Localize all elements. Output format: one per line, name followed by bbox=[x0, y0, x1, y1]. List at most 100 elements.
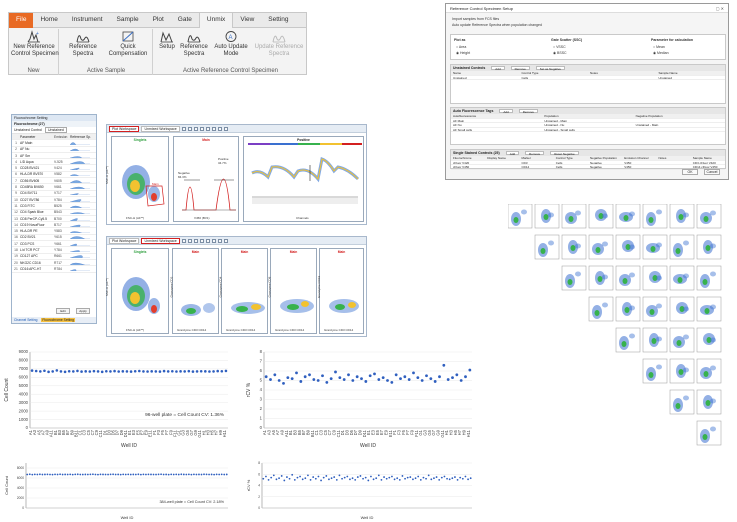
auto-update-mode-button[interactable]: A Auto Update Mode bbox=[211, 30, 251, 57]
table-row[interactable]: cFluor V420 CD3 Cells Negative V450 CD3 … bbox=[451, 161, 725, 165]
matrix-density-plot[interactable] bbox=[696, 420, 722, 446]
toolbar-icon[interactable] bbox=[181, 238, 186, 243]
matrix-density-plot[interactable] bbox=[696, 358, 722, 384]
tab-file[interactable]: File bbox=[9, 13, 34, 28]
unmixed-plot-4[interactable]: Main Granzyme CD3 CD14 Granzyme CD19 bbox=[317, 248, 364, 334]
matrix-density-plot[interactable] bbox=[669, 296, 695, 322]
matrix-density-plot[interactable] bbox=[615, 204, 641, 229]
matrix-density-plot[interactable] bbox=[588, 265, 614, 291]
table-row[interactable]: Unstained Cells Unstained bbox=[451, 76, 725, 80]
autofluor-remove-button[interactable]: Remove bbox=[518, 109, 538, 114]
param-row[interactable]: 4 L/D Aqua V-525 bbox=[12, 159, 96, 166]
matrix-density-plot[interactable] bbox=[588, 204, 614, 229]
matrix-density-plot[interactable] bbox=[669, 204, 695, 229]
matrix-density-plot[interactable] bbox=[561, 265, 587, 291]
matrix-density-plot[interactable] bbox=[534, 234, 560, 260]
param-row[interactable]: 16 CD2 BV21 Y615 bbox=[12, 235, 96, 242]
ok-button[interactable]: OK bbox=[682, 169, 698, 175]
single-add-button[interactable]: Add bbox=[505, 151, 520, 156]
param-row[interactable]: 20 NKG2C CD16 R717 bbox=[12, 260, 96, 267]
unstained-remove-button[interactable]: Remove bbox=[510, 66, 530, 71]
param-row[interactable]: 3 AF Sm bbox=[12, 153, 96, 160]
bssc-radio[interactable]: ◉ BSSC bbox=[553, 51, 567, 55]
median-radio[interactable]: ◉ Median bbox=[653, 51, 669, 55]
param-row[interactable]: 9 CD4 BV711 V717 bbox=[12, 191, 96, 197]
matrix-density-plot[interactable] bbox=[588, 296, 614, 322]
matrix-density-plot[interactable] bbox=[615, 234, 641, 260]
unstained-control-select[interactable]: Unstained bbox=[45, 127, 67, 133]
active-reference-spectra-button[interactable]: Reference Spectra bbox=[179, 30, 209, 57]
autofluor-add-button[interactable]: Add bbox=[499, 109, 513, 114]
matrix-density-plot[interactable] bbox=[696, 296, 722, 322]
reference-spectra-button[interactable]: Reference Spectra bbox=[64, 30, 102, 57]
param-row[interactable]: 11 CD3 FITC B525 bbox=[12, 203, 96, 210]
vssc-radio[interactable]: ○ VSSC bbox=[553, 45, 566, 49]
single-remove-button[interactable]: Remove bbox=[525, 151, 545, 156]
param-row[interactable]: 7 CD56 BV605 V605 bbox=[12, 178, 96, 185]
toolbar-icon[interactable] bbox=[199, 126, 204, 131]
table-row[interactable]: AF Main Unstained - Main bbox=[451, 119, 725, 123]
param-row[interactable]: 1 AF Main bbox=[12, 140, 96, 147]
unmixed-plot-3[interactable]: Main Granzyme CD3 CD14 Granzyme CD8 bbox=[267, 248, 317, 334]
tab-fluorochrome-setting[interactable]: Fluorochrome Setting bbox=[41, 318, 75, 322]
matrix-density-plot[interactable] bbox=[696, 204, 722, 229]
param-row[interactable]: 2 AF Nu bbox=[12, 147, 96, 153]
matrix-density-plot[interactable] bbox=[642, 265, 668, 291]
update-reference-spectra-button[interactable]: Update Reference Spectra bbox=[253, 30, 305, 57]
param-row[interactable]: 12 CD4 Spark Blue B543 bbox=[12, 210, 96, 216]
tab-unmix[interactable]: Unmix bbox=[198, 13, 234, 28]
matrix-density-plot[interactable] bbox=[642, 358, 668, 384]
matrix-density-plot[interactable] bbox=[642, 327, 668, 353]
toolbar-icon[interactable] bbox=[193, 238, 198, 243]
matrix-density-plot[interactable] bbox=[696, 234, 722, 260]
matrix-density-plot[interactable] bbox=[615, 327, 641, 353]
mean-radio[interactable]: ○ Mean bbox=[653, 45, 665, 49]
unmixed-plot-2[interactable]: Main Granzyme CD3 CD14 Granzyme CD4 bbox=[218, 248, 268, 334]
matrix-density-plot[interactable] bbox=[669, 234, 695, 260]
new-reference-button[interactable]: + New Reference Control Specimen bbox=[11, 30, 59, 57]
set-negative-button[interactable]: Set as Negative bbox=[535, 66, 565, 71]
matrix-density-plot[interactable] bbox=[561, 234, 587, 260]
param-row[interactable]: 5 CD28 BV421 V424 bbox=[12, 165, 96, 172]
matrix-density-plot[interactable] bbox=[696, 327, 722, 353]
toolbar-icon[interactable] bbox=[187, 238, 192, 243]
histogram-plot[interactable]: Main Negative 84.3% Positive 34.7% V450 … bbox=[173, 136, 239, 222]
table-row[interactable]: AF Small cells Unstained - Small cells bbox=[451, 128, 725, 132]
tab-plot[interactable]: Plot bbox=[152, 16, 164, 23]
setup-button[interactable]: Setup bbox=[156, 30, 178, 51]
matrix-density-plot[interactable] bbox=[642, 296, 668, 322]
param-row[interactable]: 14 CD19 NovaFluor B717 bbox=[12, 222, 96, 229]
unmixed-plot-1[interactable]: Main Granzyme CD3 CD14 Granzyme CD3 bbox=[169, 248, 219, 334]
toolbar-icon[interactable] bbox=[205, 238, 210, 243]
unstained-add-button[interactable]: Add bbox=[491, 66, 505, 71]
matrix-density-plot[interactable] bbox=[669, 265, 695, 291]
quick-compensation-button[interactable]: Quick Compensation bbox=[106, 30, 150, 57]
param-row[interactable]: 21 CD16 APC-H7 R784 bbox=[12, 266, 96, 273]
toolbar-icon[interactable] bbox=[211, 238, 216, 243]
toolbar-icon[interactable] bbox=[211, 126, 216, 131]
tab-unmixed-workspace[interactable]: Unmixed Workspace bbox=[141, 125, 180, 132]
param-row[interactable]: 17 CD3 PCS Y661 bbox=[12, 241, 96, 248]
matrix-density-plot[interactable] bbox=[508, 204, 533, 229]
singlets-plot[interactable]: Singlets FSC-H (AF**) SSC-H (AF**) Main bbox=[105, 136, 169, 222]
spectrum-plot[interactable]: Positive Channels bbox=[243, 136, 364, 222]
tab-unmixed-workspace[interactable]: Unmixed Workspace bbox=[141, 237, 180, 244]
param-row[interactable]: 18 L/d TCR PCT Y784 bbox=[12, 247, 96, 254]
toolbar-icon[interactable] bbox=[205, 126, 210, 131]
tab-plot-workspace[interactable]: Plot Workspace bbox=[109, 237, 140, 244]
param-row[interactable]: 19 CD127 APC R661 bbox=[12, 254, 96, 260]
matrix-density-plot[interactable] bbox=[642, 204, 668, 229]
matrix-density-plot[interactable] bbox=[588, 234, 614, 260]
table-row[interactable]: AF Nu Unstained - Nu Unstained - Main bbox=[451, 123, 725, 128]
toolbar-icon[interactable] bbox=[181, 126, 186, 131]
matrix-density-plot[interactable] bbox=[696, 389, 722, 415]
matrix-density-plot[interactable] bbox=[669, 358, 695, 384]
matrix-density-plot[interactable] bbox=[669, 327, 695, 353]
plot-as-area-radio[interactable]: ○ Area bbox=[456, 45, 467, 49]
singlets-plot[interactable]: Singlets FSC-H (AF**) SSC-H (AF**) bbox=[105, 248, 169, 334]
tab-gate[interactable]: Gate bbox=[177, 16, 192, 23]
matrix-density-plot[interactable] bbox=[561, 204, 587, 229]
param-row[interactable]: 6 HLA-DR BV570 V582 bbox=[12, 172, 96, 179]
tab-home[interactable]: Home bbox=[40, 16, 58, 23]
tab-channel-setting[interactable]: Channel Setting bbox=[14, 318, 38, 322]
